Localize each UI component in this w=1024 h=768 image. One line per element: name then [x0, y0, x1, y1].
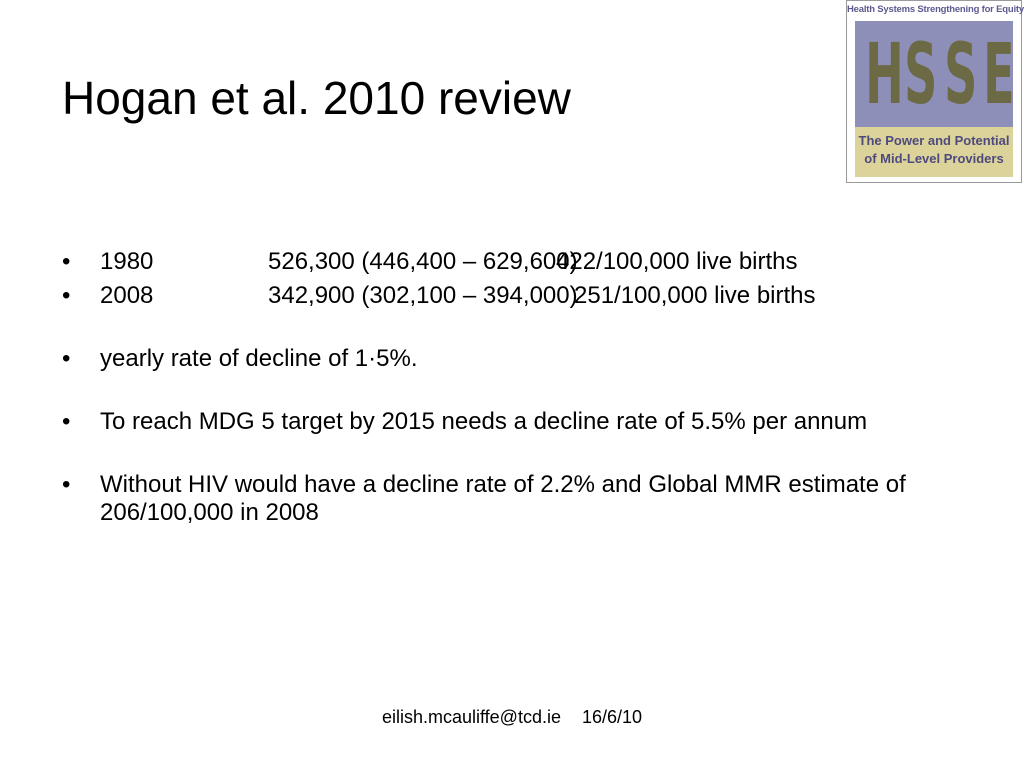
hsse-logo: Health Systems Strengthening for Equity …	[846, 0, 1024, 183]
stat-bullet-1980: 1980 526,300 (446,400 – 629,600) 422/100…	[60, 248, 980, 276]
logo-tagline: The Power and Potential of Mid-Level Pro…	[855, 127, 1013, 177]
stat-year: 1980	[100, 248, 154, 275]
stat-year: 2008	[100, 282, 154, 309]
footer-email: eilish.mcauliffe@tcd.ie	[381, 707, 561, 727]
footer-date: 16/6/10	[581, 707, 643, 727]
decline-bullet: yearly rate of decline of 1·5%.	[60, 345, 980, 373]
stat-count: 526,300 (446,400 – 629,600)	[268, 248, 578, 275]
slide-title: Hogan et al. 2010 review	[62, 72, 571, 124]
hiv-bullet: Without HIV would have a decline rate of…	[60, 471, 980, 527]
stat-count: 342,900 (302,100 – 394,000)	[268, 282, 578, 309]
logo-letter-e: E	[983, 25, 1015, 123]
stat-ratio: 251/100,000 live births	[574, 282, 816, 309]
logo-top-text: Health Systems Strengthening for Equity	[847, 4, 1024, 15]
logo-letter-s2: S	[943, 25, 978, 123]
logo-letter-band: H S S E	[855, 21, 1015, 127]
stat-ratio: 422/100,000 live births	[556, 248, 798, 275]
slide-footer: eilish.mcauliffe@tcd.ie 16/6/10	[0, 706, 1024, 728]
bullet-list: 1980 526,300 (446,400 – 629,600) 422/100…	[60, 248, 980, 527]
logo-tagline-line2: of Mid-Level Providers	[864, 151, 1004, 166]
logo-letter-h: H	[864, 25, 904, 123]
stat-bullet-2008: 2008 342,900 (302,100 – 394,000) 251/100…	[60, 282, 980, 310]
logo-tagline-line1: The Power and Potential	[858, 133, 1010, 148]
logo-letter-s1: S	[904, 25, 938, 123]
mdg-bullet: To reach MDG 5 target by 2015 needs a de…	[60, 408, 980, 436]
